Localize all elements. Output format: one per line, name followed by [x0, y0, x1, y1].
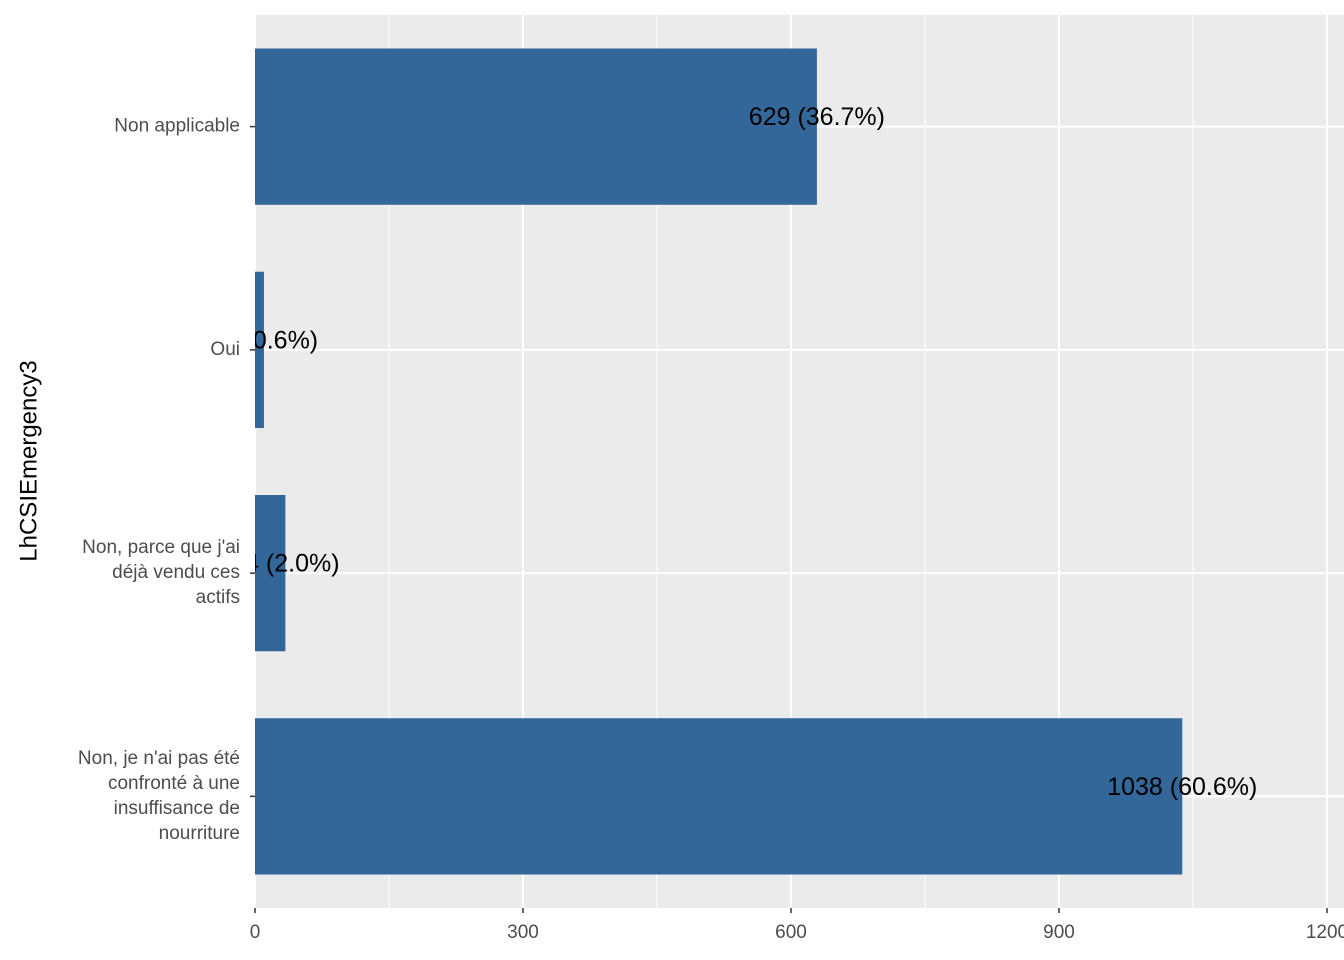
bar — [255, 494, 286, 652]
y-tick-label: Non applicable — [114, 116, 240, 137]
x-tick-label: 600 — [775, 922, 807, 943]
bar — [255, 718, 1183, 875]
value-label: 1038 (60.6%) — [1107, 773, 1257, 801]
bar — [255, 271, 264, 429]
y-axis-title: LhCSIEmergency3 — [15, 360, 42, 561]
x-tick-label: 1200 — [1306, 922, 1344, 943]
bar — [255, 48, 817, 205]
y-tick-label: Non, je n'ai pas été confronté à une insuf… — [78, 748, 240, 844]
value-label: 629 (36.7%) — [749, 103, 885, 131]
value-label: 10 (0.6%) — [210, 326, 318, 354]
x-tick-label: 900 — [1043, 922, 1075, 943]
x-tick-label: 300 — [507, 922, 539, 943]
bars: 629 (36.7%) 10 (0.6%) 34 (2.0%) 1038 (60.6%… — [210, 48, 1257, 875]
x-tick-label: 0 — [250, 922, 261, 943]
value-label: 34 (2.0%) — [231, 550, 339, 578]
y-tick-label: Non, parce que j'ai déjà vendu ces actifs — [82, 537, 240, 608]
y-tick-label: Oui — [210, 339, 240, 360]
